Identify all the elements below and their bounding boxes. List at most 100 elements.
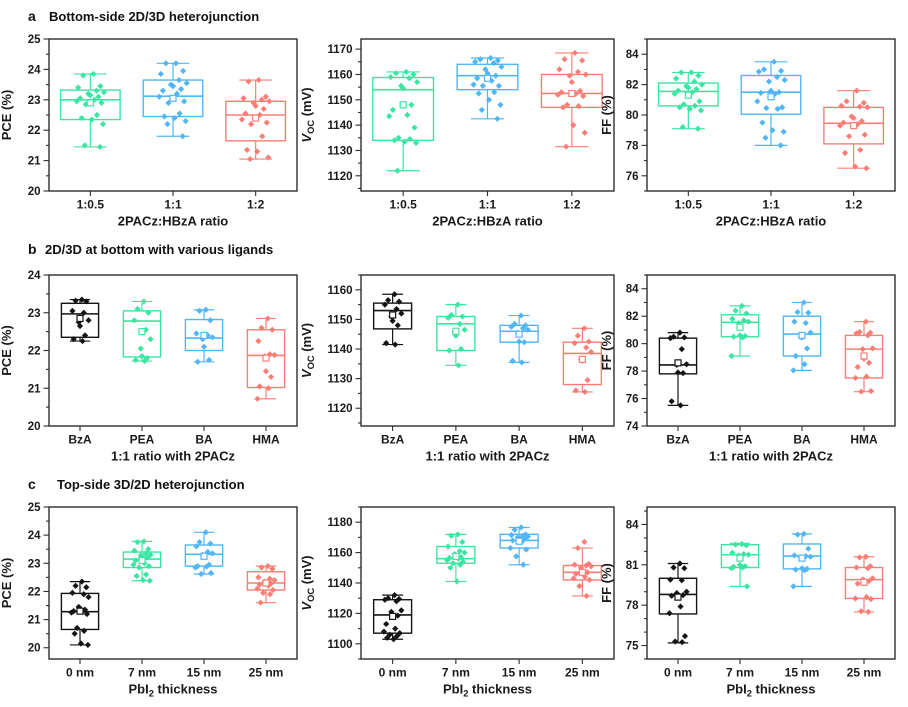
- boxplot-a-voc: 1120 1130 1140 1150 1160 1170 1:0.5 1:1 1:2 VOC (…: [300, 38, 615, 229]
- scatter-point: [255, 337, 262, 345]
- scatter-point: [459, 558, 467, 565]
- box-group: [372, 68, 435, 174]
- scatter-point: [869, 345, 876, 352]
- mean-marker: [200, 331, 208, 340]
- box-group: [184, 529, 224, 578]
- scatter-point: [145, 546, 152, 553]
- scatter-point: [679, 639, 686, 646]
- scatter-point: [585, 560, 592, 568]
- x-axis-label: 2PACz:HBzA ratio: [716, 214, 827, 229]
- row-title-a: Bottom-side 2D/3D heterojunction: [49, 9, 260, 24]
- scatter-point: [74, 624, 81, 632]
- scatter-point: [696, 98, 703, 105]
- scatter-point: [475, 90, 482, 97]
- y-axis-label: PCE (%): [0, 325, 14, 376]
- scatter-point: [574, 332, 581, 339]
- scatter-point: [478, 106, 485, 114]
- scatter-point: [161, 113, 168, 120]
- y-axis-label: FF (%): [600, 95, 614, 135]
- box-group: [59, 70, 121, 151]
- box-group: [782, 299, 822, 374]
- scatter-point: [75, 319, 82, 326]
- scatter-point: [755, 68, 762, 75]
- y-tick-label: 24: [28, 64, 41, 76]
- y-tick-label: 1180: [328, 517, 353, 529]
- box-group: [225, 76, 287, 163]
- scatter-point: [260, 589, 267, 596]
- x-axis-ticks: [687, 191, 855, 196]
- x-tick-label: 15 nm: [187, 666, 222, 680]
- scatter-point: [867, 329, 874, 336]
- scatter-point: [262, 93, 269, 100]
- scatter-point: [133, 572, 140, 580]
- scatter-point: [80, 309, 87, 316]
- scatter-point: [193, 543, 200, 550]
- scatter-point: [587, 563, 595, 570]
- y-tick-label: 84: [626, 49, 639, 61]
- scatter-point: [807, 329, 814, 336]
- box-group: [720, 302, 760, 360]
- y-tick-label: 25: [28, 502, 41, 514]
- y-tick-label: 74: [626, 421, 639, 433]
- mean-marker: [578, 355, 586, 363]
- scatter-point: [389, 317, 396, 324]
- y-tick-label: 1160: [328, 69, 353, 81]
- scatter-point: [836, 122, 844, 129]
- scatter-point: [205, 356, 213, 364]
- x-axis-ticks: [677, 659, 865, 664]
- scatter-point: [385, 297, 392, 304]
- y-axis-ticks: [641, 274, 647, 427]
- x-tick-label: 25 nm: [565, 666, 600, 680]
- x-tick-label: PEA: [444, 433, 469, 447]
- x-axis-ticks: [677, 426, 865, 431]
- mean-marker: [76, 607, 84, 615]
- mean-marker: [389, 612, 397, 621]
- x-tick-label: 0 nm: [66, 666, 94, 680]
- scatter-point: [392, 341, 399, 348]
- scatter-point: [697, 107, 705, 114]
- scatter-point: [255, 574, 262, 581]
- mean-marker: [674, 359, 682, 367]
- scatter-point: [164, 121, 171, 128]
- x-tick-label: 7 nm: [128, 666, 156, 680]
- scatter-point: [171, 114, 178, 122]
- scatter-point: [575, 103, 582, 110]
- scatter-point: [759, 119, 766, 126]
- y-axis-label: FF (%): [600, 331, 614, 371]
- y-tick-label: 82: [626, 311, 639, 323]
- scatter-point: [404, 111, 411, 119]
- y-axis-ticks: [43, 38, 49, 192]
- scatter-point: [265, 154, 272, 161]
- scatter-point: [861, 131, 868, 138]
- scatter-point: [81, 142, 88, 149]
- scatter-point: [840, 119, 847, 126]
- scatter-point: [580, 92, 587, 100]
- mean-marker: [736, 554, 744, 562]
- scatter-point: [694, 125, 702, 132]
- mean-marker: [399, 101, 407, 109]
- mean-marker: [262, 354, 270, 362]
- mean-marker: [138, 328, 146, 336]
- y-tick-label: 78: [626, 366, 639, 378]
- mean-marker: [798, 331, 806, 340]
- scatter-point: [410, 71, 417, 78]
- y-tick-label: 75: [626, 641, 639, 653]
- scatter-point: [587, 348, 595, 356]
- scatter-point: [582, 71, 589, 78]
- x-tick-label: 15 nm: [785, 666, 820, 680]
- scatter-point: [852, 163, 859, 170]
- x-axis-label: PbI2 thickness: [726, 682, 815, 699]
- y-tick-label: 21: [28, 615, 41, 627]
- mean-marker: [389, 311, 397, 319]
- scatter-point: [145, 309, 152, 316]
- box-group: [142, 60, 204, 140]
- scatter-point: [252, 102, 259, 109]
- x-tick-label: 7 nm: [442, 666, 470, 680]
- x-tick-label: BA: [195, 433, 213, 447]
- mean-marker: [674, 593, 682, 601]
- scatter-point: [69, 589, 76, 596]
- x-tick-label: 1:0.5: [77, 198, 105, 212]
- scatter-point: [561, 56, 568, 63]
- box-group: [246, 315, 286, 402]
